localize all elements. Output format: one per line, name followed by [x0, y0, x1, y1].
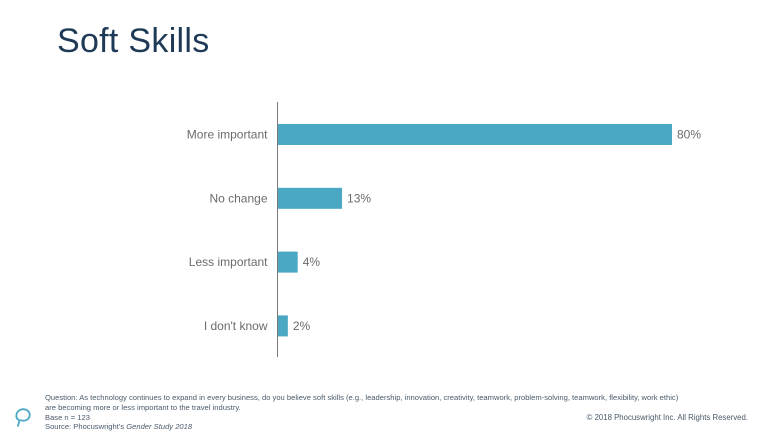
category-label-2: Less important [189, 255, 268, 269]
bar-0 [278, 124, 672, 145]
data-label-1: 13% [347, 191, 371, 205]
bar-3 [278, 315, 288, 337]
bar-2 [278, 251, 298, 273]
bar-1 [278, 187, 343, 209]
category-label-3: I don't know [204, 319, 268, 333]
footer-question-line1: Question: As technology continues to exp… [45, 393, 679, 402]
category-label-0: More important [187, 128, 268, 142]
data-label-2: 4% [303, 255, 321, 269]
footer-source: Source: Phocuswright's Gender Study 2018 [45, 422, 745, 432]
footer-base: Base n = 123 [45, 412, 90, 422]
page-title: Soft Skills [57, 22, 210, 60]
footer-question-line2: are becoming more or less important to t… [45, 402, 241, 412]
footer-notes: Question: As technology continues to exp… [45, 393, 745, 432]
category-label-1: No change [209, 191, 267, 205]
data-label-3: 2% [293, 319, 311, 333]
footer-source-prefix: Source: Phocuswright's [45, 422, 127, 432]
phocuswright-logo-icon [15, 408, 31, 427]
copyright-notice: © 2018 Phocuswright Inc. All Rights Rese… [586, 413, 748, 422]
footer-source-title: Gender Study 2018 [126, 422, 193, 432]
data-label-0: 80% [677, 128, 701, 142]
